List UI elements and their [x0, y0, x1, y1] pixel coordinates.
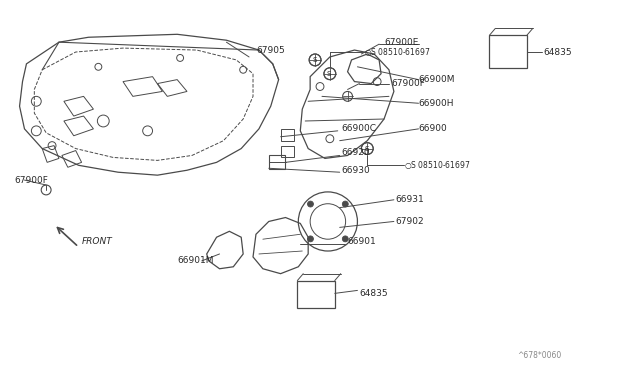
Bar	[269, 155, 285, 169]
Bar	[298, 280, 335, 308]
Text: 64835: 64835	[543, 48, 572, 57]
Text: $\mathregular{\bigcirc}$S 08510-61697: $\mathregular{\bigcirc}$S 08510-61697	[404, 159, 470, 171]
Circle shape	[342, 201, 348, 207]
Text: 67905: 67905	[256, 45, 285, 55]
Text: S: S	[327, 71, 332, 77]
Text: 66900C: 66900C	[342, 124, 377, 134]
Circle shape	[342, 236, 348, 242]
Text: 64835: 64835	[360, 289, 388, 298]
Text: FRONT: FRONT	[82, 237, 113, 246]
Text: 66930: 66930	[342, 166, 371, 175]
Text: 67902: 67902	[396, 217, 424, 226]
Text: S: S	[364, 145, 369, 151]
Text: S: S	[312, 57, 317, 63]
Circle shape	[307, 236, 314, 242]
Bar	[280, 129, 294, 141]
Text: 66901M: 66901M	[177, 256, 214, 265]
Bar	[280, 145, 294, 157]
Text: 66900M: 66900M	[419, 75, 455, 84]
Text: 66920: 66920	[342, 148, 371, 157]
Text: $\mathregular{\bigcirc}$S 08510-61697: $\mathregular{\bigcirc}$S 08510-61697	[364, 46, 431, 58]
Text: 66931: 66931	[396, 195, 424, 204]
Text: 66901: 66901	[348, 237, 376, 246]
Text: 66900: 66900	[419, 124, 447, 134]
Text: 66900H: 66900H	[419, 99, 454, 108]
Bar	[490, 35, 527, 68]
Text: 67900F: 67900F	[15, 176, 49, 185]
Text: 67900E: 67900E	[384, 38, 419, 46]
Text: 67900F: 67900F	[391, 79, 425, 88]
Text: ^678*0060: ^678*0060	[517, 351, 561, 360]
Circle shape	[307, 201, 314, 207]
